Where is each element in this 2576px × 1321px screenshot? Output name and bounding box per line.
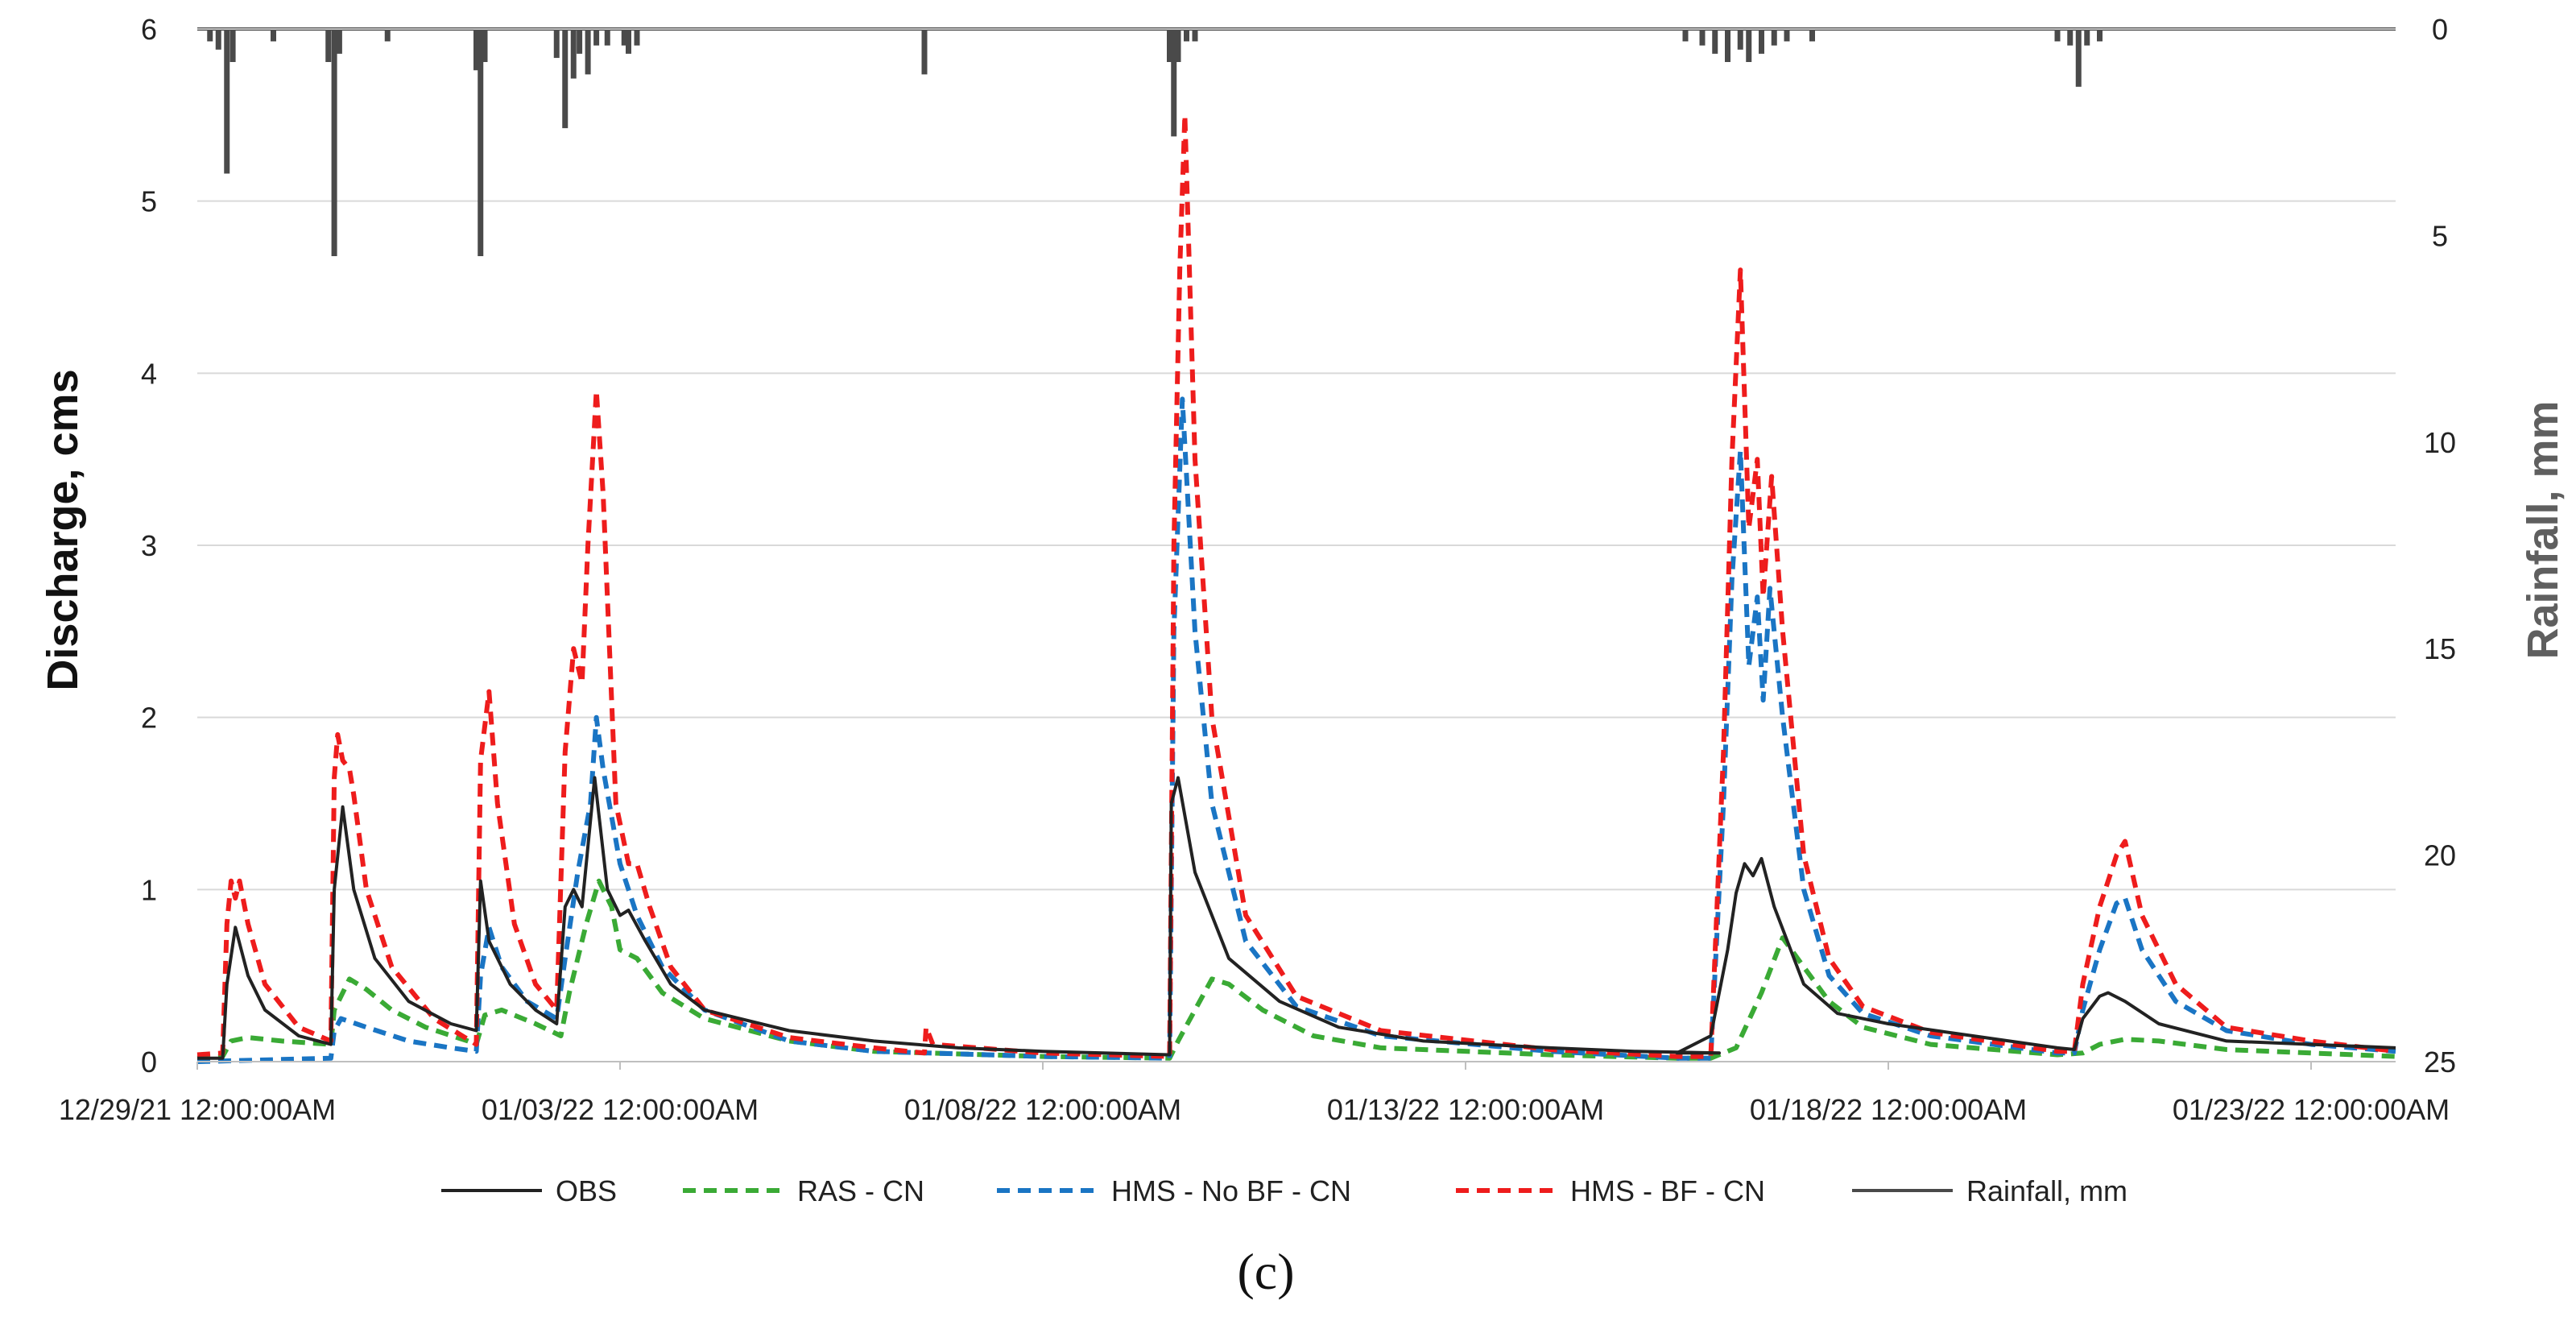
series-line-ras-cn xyxy=(196,878,2396,1061)
x-tick-label: 01/18/22 12:00:00AM xyxy=(1750,1093,2027,1126)
y-tick-label: 4 xyxy=(141,357,157,390)
y2-tick-label: 15 xyxy=(2424,632,2456,665)
axes: 0 1 2 3 4 5 6 0 5 10 15 20 25 12/29/21 12:00:00AM 01/0… xyxy=(59,13,2456,1126)
legend-label: Rainfall, mm xyxy=(1966,1174,2127,1207)
figure-caption: (c) xyxy=(1237,1243,1294,1300)
legend-label: RAS - CN xyxy=(797,1174,924,1207)
y-tick-label: 5 xyxy=(141,185,157,218)
y-tick-label: 1 xyxy=(141,873,157,906)
y2-tick-label: 10 xyxy=(2424,426,2456,459)
y2-tick-label: 20 xyxy=(2424,839,2456,872)
legend-item: RAS - CN xyxy=(683,1174,924,1207)
legend-label: HMS - No BF - CN xyxy=(1111,1174,1351,1207)
rainfall-series xyxy=(197,27,2396,257)
legend-item: HMS - No BF - CN xyxy=(997,1174,1351,1207)
y-tick-label: 6 xyxy=(141,13,157,46)
x-tick-label: 12/29/21 12:00:00AM xyxy=(59,1093,336,1126)
x-tick-label: 01/23/22 12:00:00AM xyxy=(2173,1093,2450,1126)
legend: OBS RAS - CN HMS - No BF - CN HMS - BF - CN… xyxy=(441,1174,2127,1207)
legend-item: Rainfall, mm xyxy=(1852,1174,2127,1207)
legend-label: OBS xyxy=(556,1174,617,1207)
x-tick-label: 01/13/22 12:00:00AM xyxy=(1327,1093,1604,1126)
y2-tick-label: 25 xyxy=(2424,1046,2456,1079)
series-line-obs xyxy=(197,776,2396,1060)
y-axis-title: Discharge, cms xyxy=(39,369,87,690)
legend-item: OBS xyxy=(441,1174,617,1207)
y2-tick-label: 5 xyxy=(2432,219,2448,252)
legend-item: HMS - BF - CN xyxy=(1456,1174,1765,1207)
series-line-hms-bf-cn xyxy=(196,112,2396,1059)
y-tick-label: 2 xyxy=(141,702,157,735)
y2-axis-title: Rainfall, mm xyxy=(2519,400,2567,659)
legend-label: HMS - BF - CN xyxy=(1570,1174,1765,1207)
y2-tick-label: 0 xyxy=(2432,13,2448,46)
grid-lines xyxy=(197,28,2396,891)
y-tick-label: 3 xyxy=(141,529,157,562)
discharge-series xyxy=(196,112,2396,1064)
x-tick-label: 01/08/22 12:00:00AM xyxy=(904,1093,1181,1126)
x-tick-label: 01/03/22 12:00:00AM xyxy=(482,1093,759,1126)
y-tick-label: 0 xyxy=(141,1046,157,1079)
